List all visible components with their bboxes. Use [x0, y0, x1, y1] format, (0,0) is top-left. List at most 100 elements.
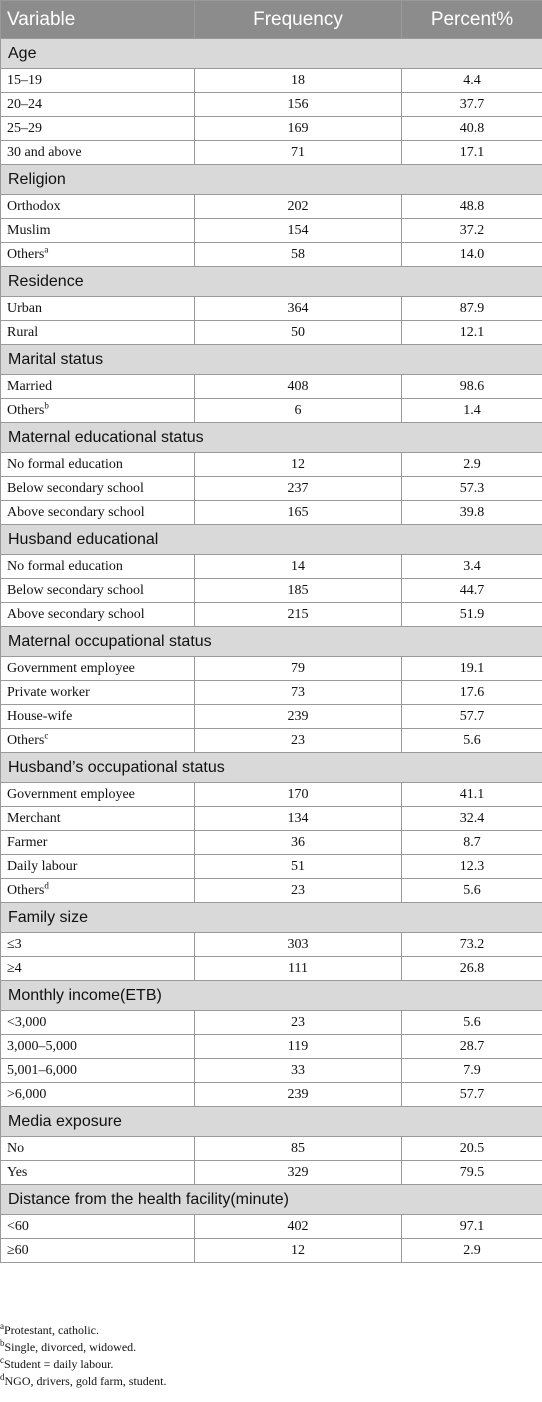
- category-row: Distance from the health facility(minute…: [0, 1184, 542, 1215]
- row-label: Private worker: [7, 684, 90, 700]
- frequency-cell: 237: [194, 476, 402, 501]
- percent-cell: 87.9: [401, 296, 542, 321]
- row-label: 30 and above: [7, 144, 82, 160]
- percent-cell: 39.8: [401, 500, 542, 525]
- row-label-cell: Othersa: [0, 242, 195, 267]
- row-label: 5,001–6,000: [7, 1062, 77, 1078]
- percent-cell: 20.5: [401, 1136, 542, 1161]
- frequency-cell: 36: [194, 830, 402, 855]
- footnote-marker: a: [44, 243, 49, 254]
- table-row: Yes 329 79.5: [0, 1160, 542, 1185]
- row-label-cell: Orthodox: [0, 194, 195, 219]
- category-row: Religion: [0, 164, 542, 195]
- table-row: Muslim 154 37.2: [0, 218, 542, 243]
- table-header: Variable Frequency Percent%: [0, 0, 542, 39]
- footnote-marker: c: [44, 729, 49, 740]
- frequency-cell: 202: [194, 194, 402, 219]
- category-label: Religion: [0, 164, 542, 195]
- header-frequency: Frequency: [194, 0, 402, 39]
- row-label: Rural: [7, 324, 39, 340]
- percent-cell: 2.9: [401, 452, 542, 477]
- percent-cell: 8.7: [401, 830, 542, 855]
- header-variable: Variable: [0, 0, 195, 39]
- table-row: Orthodox 202 48.8: [0, 194, 542, 219]
- percent-cell: 2.9: [401, 1238, 542, 1263]
- row-label: House-wife: [7, 708, 73, 724]
- row-label-cell: Farmer: [0, 830, 195, 855]
- table-row: <3,000 23 5.6: [0, 1010, 542, 1035]
- frequency-cell: 134: [194, 806, 402, 831]
- row-label: 3,000–5,000: [7, 1038, 77, 1054]
- percent-cell: 26.8: [401, 956, 542, 981]
- row-label-cell: 25–29: [0, 116, 195, 141]
- row-label: >6,000: [7, 1086, 47, 1102]
- footnote: cStudent = daily labour.: [0, 1356, 542, 1373]
- table-row: 30 and above 71 17.1: [0, 140, 542, 165]
- footnotes: aProtestant, catholic. bSingle, divorced,…: [0, 1322, 542, 1390]
- table-row: ≥4 111 26.8: [0, 956, 542, 981]
- table-row: ≤3 303 73.2: [0, 932, 542, 957]
- category-row: Maternal educational status: [0, 422, 542, 453]
- row-label: ≤3: [7, 936, 22, 952]
- row-label-cell: No formal education: [0, 452, 195, 477]
- percent-cell: 97.1: [401, 1214, 542, 1239]
- table-row: Othersa 58 14.0: [0, 242, 542, 267]
- sociodemographic-table: Variable Frequency Percent% Age 15–19 18 4.…: [0, 0, 542, 1263]
- table-row: Rural 50 12.1: [0, 320, 542, 345]
- header-row: Variable Frequency Percent%: [0, 0, 542, 39]
- frequency-cell: 23: [194, 728, 402, 753]
- category-row: Media exposure: [0, 1106, 542, 1137]
- row-label-cell: Othersd: [0, 878, 195, 903]
- percent-cell: 4.4: [401, 68, 542, 93]
- row-label-cell: House-wife: [0, 704, 195, 729]
- row-label-cell: 5,001–6,000: [0, 1058, 195, 1083]
- percent-cell: 40.8: [401, 116, 542, 141]
- row-label-cell: ≥4: [0, 956, 195, 981]
- row-label-cell: Muslim: [0, 218, 195, 243]
- category-label: Husband’s occupational status: [0, 752, 542, 783]
- table-row: Government employee 170 41.1: [0, 782, 542, 807]
- row-label-cell: Othersc: [0, 728, 195, 753]
- table-row: Othersd 23 5.6: [0, 878, 542, 903]
- category-row: Family size: [0, 902, 542, 933]
- frequency-cell: 156: [194, 92, 402, 117]
- row-label: Yes: [7, 1164, 28, 1180]
- category-row: Age: [0, 38, 542, 69]
- row-label-cell: 15–19: [0, 68, 195, 93]
- frequency-cell: 239: [194, 704, 402, 729]
- category-row: Residence: [0, 266, 542, 297]
- percent-cell: 37.2: [401, 218, 542, 243]
- frequency-cell: 33: [194, 1058, 402, 1083]
- footnote: bSingle, divorced, widowed.: [0, 1339, 542, 1356]
- row-label-cell: No: [0, 1136, 195, 1161]
- row-label: Government employee: [7, 786, 135, 802]
- table-row: No 85 20.5: [0, 1136, 542, 1161]
- frequency-cell: 23: [194, 1010, 402, 1035]
- footnote-mark: b: [0, 1338, 5, 1348]
- row-label: Others: [7, 732, 45, 748]
- row-label-cell: Othersb: [0, 398, 195, 423]
- table-row: Daily labour 51 12.3: [0, 854, 542, 879]
- percent-cell: 57.7: [401, 704, 542, 729]
- table-row: 5,001–6,000 33 7.9: [0, 1058, 542, 1083]
- frequency-cell: 111: [194, 956, 402, 981]
- row-label-cell: ≤3: [0, 932, 195, 957]
- category-row: Husband’s occupational status: [0, 752, 542, 783]
- row-label-cell: Above secondary school: [0, 602, 195, 627]
- footnote-text: Student = daily labour.: [4, 1357, 114, 1371]
- percent-cell: 12.3: [401, 854, 542, 879]
- table-row: Below secondary school 237 57.3: [0, 476, 542, 501]
- row-label-cell: 20–24: [0, 92, 195, 117]
- percent-cell: 5.6: [401, 728, 542, 753]
- percent-cell: 5.6: [401, 878, 542, 903]
- row-label-cell: Married: [0, 374, 195, 399]
- percent-cell: 32.4: [401, 806, 542, 831]
- row-label: Orthodox: [7, 198, 61, 214]
- row-label-cell: ≥60: [0, 1238, 195, 1263]
- table-row: <60 402 97.1: [0, 1214, 542, 1239]
- category-row: Monthly income(ETB): [0, 980, 542, 1011]
- percent-cell: 79.5: [401, 1160, 542, 1185]
- category-label: Marital status: [0, 344, 542, 375]
- table-row: 20–24 156 37.7: [0, 92, 542, 117]
- row-label-cell: Government employee: [0, 656, 195, 681]
